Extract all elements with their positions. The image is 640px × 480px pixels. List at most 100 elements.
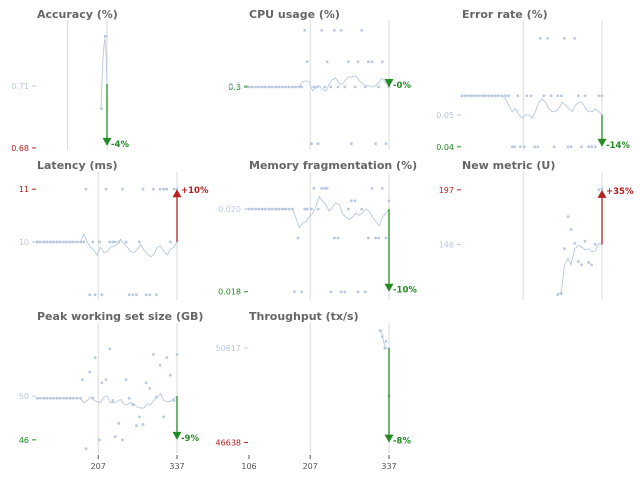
panel-title: New metric (U)	[462, 159, 556, 172]
data-point	[141, 187, 145, 191]
data-point	[134, 293, 138, 297]
data-point	[343, 85, 347, 89]
data-point	[593, 243, 597, 246]
data-point	[343, 290, 347, 294]
data-point	[124, 240, 128, 244]
y-tick-label: 50	[19, 392, 29, 401]
x-tick-label: 207	[303, 462, 318, 471]
change-arrowhead	[384, 434, 394, 443]
data-point	[496, 94, 500, 98]
panel-memfrag: Memory fragmentation (%) 0.018 0.020 -10%	[213, 152, 426, 310]
data-point	[316, 207, 320, 211]
data-point	[93, 356, 97, 360]
panel-title: CPU usage (%)	[249, 8, 340, 21]
series-line	[249, 195, 390, 229]
data-point	[117, 240, 121, 244]
data-point	[65, 396, 69, 400]
data-point	[346, 60, 350, 64]
data-point	[51, 240, 55, 244]
data-point	[566, 145, 570, 149]
data-point	[151, 352, 155, 356]
change-label: -0%	[393, 81, 411, 91]
data-point	[131, 403, 135, 407]
data-point	[573, 36, 577, 40]
data-point	[339, 290, 343, 294]
data-point	[300, 290, 304, 294]
data-point	[247, 207, 251, 211]
data-point	[35, 396, 39, 400]
data-point	[68, 396, 72, 400]
y-tick-label: 0.3	[228, 83, 241, 92]
data-point	[597, 188, 601, 192]
data-point	[378, 329, 382, 332]
data-point	[538, 36, 542, 40]
data-point	[121, 187, 124, 191]
data-point	[75, 240, 79, 244]
data-point	[148, 386, 152, 390]
data-point	[104, 378, 108, 381]
data-point	[134, 424, 138, 428]
data-point	[55, 240, 59, 244]
data-point	[274, 85, 278, 89]
data-point	[260, 85, 264, 89]
change-label: -4%	[111, 140, 129, 150]
data-point	[263, 207, 267, 211]
change-arrowhead	[597, 189, 607, 198]
data-point	[138, 240, 141, 244]
change-label: +35%	[606, 187, 634, 197]
data-point	[360, 207, 364, 211]
data-point	[377, 236, 381, 240]
y-tick-label: 11	[19, 185, 29, 194]
data-point	[294, 85, 298, 89]
change-label: -8%	[393, 437, 411, 447]
data-point	[363, 290, 367, 294]
data-point	[65, 240, 69, 244]
data-point	[98, 438, 101, 442]
y-tick-label: 0.018	[218, 288, 241, 297]
data-point	[559, 94, 563, 98]
chart-throughput: 46638 50617 106 207 337 -8%	[216, 323, 411, 471]
data-point	[339, 28, 343, 32]
data-point	[380, 335, 384, 338]
data-point	[316, 142, 320, 146]
chart-cpu: 0.30.3 -0%	[228, 20, 411, 150]
data-point	[529, 94, 533, 98]
data-point	[172, 187, 176, 191]
data-point	[549, 94, 553, 98]
data-point	[380, 60, 384, 64]
data-point	[542, 94, 546, 98]
data-point	[151, 187, 155, 191]
data-point	[42, 396, 46, 400]
data-point	[104, 187, 108, 191]
data-point	[297, 85, 301, 89]
y-tick-label: 46	[19, 436, 29, 445]
y-tick-label: 0.04	[436, 143, 454, 152]
series-line	[37, 232, 178, 258]
data-point	[320, 28, 324, 32]
data-point	[467, 94, 471, 98]
data-point	[333, 28, 336, 32]
data-point	[175, 352, 179, 356]
data-point	[569, 228, 573, 231]
data-point	[513, 145, 517, 149]
panel-accuracy: Accuracy (%) 0.68 0.71 -4%	[0, 0, 213, 160]
y-tick-label: 0.020	[218, 205, 241, 214]
data-point	[473, 94, 477, 98]
data-point	[158, 363, 162, 367]
data-point	[287, 207, 291, 211]
data-point	[58, 396, 62, 400]
data-point	[360, 28, 364, 32]
data-point	[55, 396, 59, 400]
data-point	[356, 290, 360, 294]
panel-newmetric: New metric (U) 146 197 +35%	[426, 152, 640, 310]
y-tick-label: 197	[439, 186, 454, 195]
x-tick-label: 106	[241, 462, 256, 471]
data-point	[587, 261, 591, 264]
data-point	[165, 187, 169, 191]
data-point	[546, 36, 549, 40]
data-point	[573, 241, 577, 245]
data-point	[124, 378, 128, 381]
data-point	[303, 207, 307, 211]
data-point	[267, 85, 271, 89]
data-point	[525, 94, 529, 98]
